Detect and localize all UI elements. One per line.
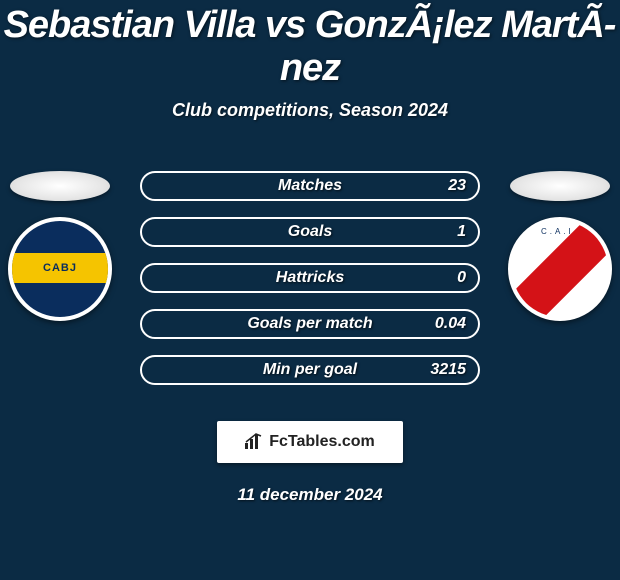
page-subtitle: Club competitions, Season 2024 (0, 100, 620, 121)
stat-value-right: 1 (457, 217, 466, 247)
stat-label: Goals per match (247, 309, 372, 339)
club-badge-left: CABJ (8, 217, 112, 321)
player-left-column: CABJ (0, 171, 120, 321)
page-title: Sebastian Villa vs GonzÃ¡lez MartÃ­nez (0, 4, 620, 90)
stat-row: Goals 1 (140, 217, 480, 247)
stat-row: Matches 23 (140, 171, 480, 201)
stat-value-right: 23 (448, 171, 466, 201)
brand-link[interactable]: FcTables.com (217, 421, 403, 463)
stat-label: Matches (278, 171, 342, 201)
stats-list: Matches 23 Goals 1 Hattricks 0 Goals per… (140, 171, 480, 385)
chart-icon (245, 433, 263, 449)
stat-label: Hattricks (276, 263, 344, 293)
stat-value-right: 3215 (430, 355, 466, 385)
player-right-photo (510, 171, 610, 201)
date-text: 11 december 2024 (0, 485, 620, 505)
footer: FcTables.com (0, 421, 620, 463)
stat-row: Hattricks 0 (140, 263, 480, 293)
comparison-body: CABJ C.A.I. Matches 23 Goals 1 (0, 171, 620, 391)
club-badge-left-text: CABJ (12, 253, 108, 283)
stat-value-right: 0.04 (435, 309, 466, 339)
stat-value-right: 0 (457, 263, 466, 293)
stat-row: Min per goal 3215 (140, 355, 480, 385)
stat-label: Goals (288, 217, 332, 247)
stat-label: Min per goal (263, 355, 357, 385)
player-left-photo (10, 171, 110, 201)
stat-row: Goals per match 0.04 (140, 309, 480, 339)
brand-text: FcTables.com (269, 433, 375, 450)
comparison-card: Sebastian Villa vs GonzÃ¡lez MartÃ­nez C… (0, 4, 620, 580)
club-badge-right: C.A.I. (508, 217, 612, 321)
player-right-column: C.A.I. (500, 171, 620, 321)
